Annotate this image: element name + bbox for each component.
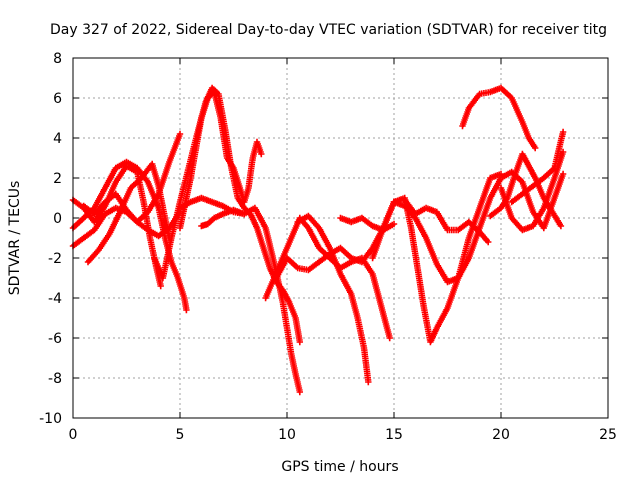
data-point-markers [508, 128, 567, 206]
x-tick-label: 10 [278, 427, 296, 443]
y-tick-label: 4 [53, 131, 62, 147]
series-track-14 [369, 170, 505, 346]
series-track-16 [401, 196, 492, 246]
data-marks [69, 84, 567, 396]
series-track-19 [497, 148, 567, 234]
series-track-17 [459, 84, 539, 152]
series-track-20 [508, 128, 567, 206]
data-point-markers [198, 206, 248, 230]
y-axis-label: SDTVAR / TECUs [7, 181, 23, 296]
y-tick-label: -8 [48, 371, 62, 387]
axis-ticks: 0 5 10 15 20 25 -10 -8 -6 -4 -2 0 2 4 6 8 [39, 51, 617, 443]
series-track-9 [198, 206, 248, 230]
series-track-18 [487, 150, 565, 230]
data-point-markers [176, 88, 265, 232]
y-tick-label: 2 [53, 171, 62, 187]
data-point-markers [369, 170, 505, 346]
data-point-markers [84, 160, 173, 266]
x-tick-label: 25 [599, 427, 617, 443]
y-tick-label: 0 [53, 211, 62, 227]
y-tick-label: -10 [39, 411, 62, 427]
data-point-markers [401, 196, 492, 246]
series-track-10 [262, 214, 393, 342]
y-tick-label: -4 [48, 291, 62, 307]
series-track-4 [84, 160, 173, 266]
series-track-12 [294, 212, 372, 386]
data-point-markers [80, 190, 184, 240]
x-tick-label: 5 [176, 427, 185, 443]
x-tick-label: 15 [385, 427, 403, 443]
x-tick-label: 20 [492, 427, 510, 443]
plot-frame [72, 57, 609, 419]
grid [73, 58, 608, 418]
data-point-markers [294, 212, 372, 386]
series-track-7 [176, 88, 265, 232]
data-point-markers [262, 214, 393, 342]
data-point-markers [497, 148, 567, 234]
data-point-markers [487, 150, 565, 230]
y-tick-label: -2 [48, 251, 62, 267]
chart-title: Day 327 of 2022, Sidereal Day-to-day VTE… [50, 22, 607, 38]
y-tick-label: 8 [53, 51, 62, 67]
y-tick-label: 6 [53, 91, 62, 107]
x-axis-label: GPS time / hours [281, 459, 398, 475]
data-point-markers [459, 84, 539, 152]
series-track-5 [80, 190, 184, 240]
x-tick-label: 0 [69, 427, 78, 443]
y-tick-label: -6 [48, 331, 62, 347]
